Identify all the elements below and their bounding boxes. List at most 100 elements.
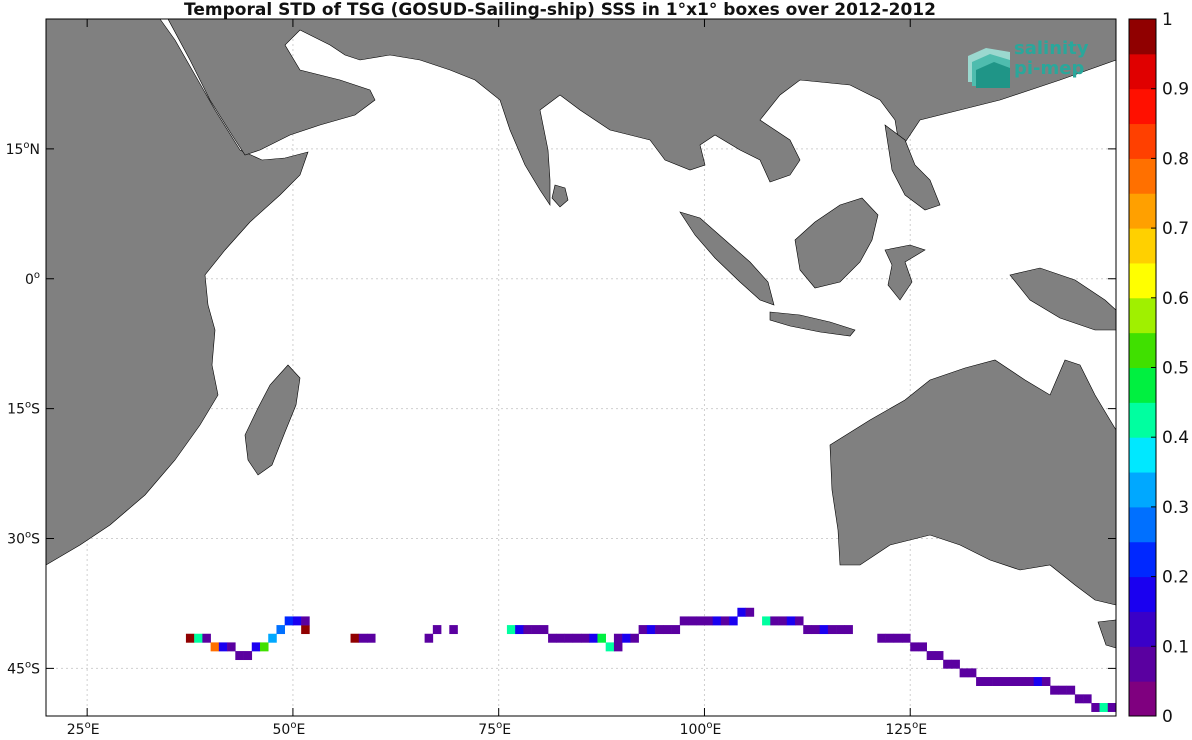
std-cell (1066, 685, 1076, 695)
borneo (794, 197, 879, 289)
plot-frame (45, 18, 1117, 717)
colorbar-labels: 0 0.1 0.2 0.3 0.4 0.5 0.6 0.7 0.8 0.9 1 (1151, 10, 1189, 727)
std-cell (564, 633, 574, 643)
std-cell (539, 625, 549, 635)
colorbar-label: 0.6 (1162, 289, 1189, 309)
colorbar-bin (1129, 367, 1156, 403)
std-cell (943, 659, 952, 669)
colorbar-bin (1129, 123, 1156, 159)
colorbar-label: 0 (1162, 707, 1173, 727)
std-cell (301, 625, 310, 635)
colorbar-bin (1129, 53, 1156, 90)
std-cell (613, 642, 623, 652)
lon-tick-label: 25oE (67, 720, 100, 738)
colorbar-label: 0.2 (1162, 568, 1189, 588)
std-cell (1083, 694, 1092, 704)
std-cell (1074, 694, 1084, 704)
std-cell (926, 651, 936, 661)
std-cell (622, 633, 631, 643)
std-cell (292, 616, 302, 626)
std-cell (786, 616, 796, 626)
std-cell (704, 616, 713, 626)
std-cell (301, 616, 310, 626)
std-cell (1025, 677, 1034, 686)
std-cell (877, 633, 886, 643)
colorbar-bin (1129, 158, 1156, 194)
colorbar-bin (1129, 332, 1156, 368)
std-cell (235, 651, 244, 661)
std-cell (663, 625, 672, 635)
std-cell (984, 677, 993, 686)
colorbar-bin (1129, 611, 1156, 647)
std-cell (276, 625, 285, 635)
std-cell (737, 607, 746, 617)
std-cell (449, 625, 458, 635)
std-cell (696, 616, 705, 626)
colorbar-label: 0.7 (1162, 219, 1189, 239)
axis-ticks: 25oE 50oE 75oE 100oE 125oE 15oN 0o 15oS 30oS 45oS (6, 19, 1116, 738)
lon-tick-label: 100oE (680, 720, 722, 738)
std-cell (902, 633, 911, 643)
std-cell (762, 616, 771, 626)
std-cell (918, 642, 927, 652)
std-cell (210, 642, 220, 652)
java (769, 311, 856, 337)
std-cell (185, 633, 195, 643)
std-cell (1033, 677, 1043, 686)
std-cell (885, 633, 895, 643)
colorbar-bin (1129, 681, 1156, 717)
std-cell (655, 625, 664, 635)
std-cell (688, 616, 697, 626)
std-cell (367, 633, 376, 643)
colorbar-bin (1129, 437, 1156, 473)
std-cell (951, 659, 960, 669)
std-cell (1099, 703, 1109, 712)
colorbar-bin (1129, 262, 1156, 299)
std-cell (358, 633, 368, 643)
colorbar-bin (1129, 472, 1156, 508)
std-cell (712, 616, 722, 626)
std-cell (811, 625, 820, 635)
std-cell (268, 633, 277, 643)
std-cell (548, 633, 557, 643)
std-cell (646, 625, 656, 635)
land-masses (45, 18, 1117, 649)
colorbar-label: 0.9 (1162, 80, 1189, 100)
std-cell (523, 625, 532, 635)
colorbar-label: 0.3 (1162, 498, 1189, 518)
sumatra (679, 211, 775, 306)
lat-tick-label: 15oS (7, 400, 40, 418)
std-cell (556, 633, 565, 643)
std-cell (967, 668, 977, 678)
colorbar-label: 0.5 (1162, 359, 1189, 379)
std-cell (770, 616, 779, 626)
colorbar-label: 1 (1162, 10, 1173, 30)
std-cell (803, 625, 812, 635)
std-cell (424, 633, 434, 643)
std-cell (1041, 677, 1051, 686)
std-cell (1091, 703, 1100, 712)
std-cell (227, 642, 236, 652)
map-title: Temporal STD of TSG (GOSUD-Sailing-ship)… (184, 0, 936, 20)
logo-text-line2: pi-mep (1014, 58, 1085, 79)
sri-lanka (551, 184, 569, 208)
colorbar-bin (1129, 19, 1156, 55)
std-cell (260, 642, 269, 652)
std-cell (350, 633, 360, 643)
std-cell (745, 607, 755, 617)
lon-tick-label: 50oE (273, 720, 306, 738)
std-cell (1017, 677, 1026, 686)
std-cell (934, 651, 944, 661)
colorbar-bin (1129, 646, 1156, 682)
std-cell (243, 651, 253, 661)
std-cell (589, 633, 598, 643)
philippines (884, 124, 941, 211)
std-cell (605, 642, 615, 652)
std-cell (218, 642, 228, 652)
std-cell (844, 625, 853, 635)
std-cells (185, 607, 1117, 712)
std-cell (572, 633, 582, 643)
colorbar-bin (1129, 402, 1156, 438)
colorbar-bin (1129, 506, 1156, 543)
std-cell (630, 633, 639, 643)
